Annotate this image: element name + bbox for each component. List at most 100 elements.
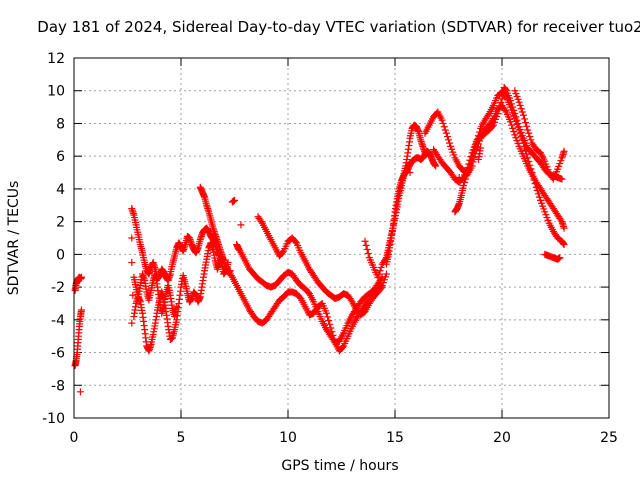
data-point — [558, 175, 566, 183]
data-point — [466, 160, 474, 168]
y-tick-label: -2 — [51, 280, 65, 296]
x-axis-label: GPS time / hours — [281, 458, 398, 474]
data-point — [363, 245, 371, 253]
data-point — [440, 123, 448, 131]
data-point — [470, 146, 478, 154]
grid-lines — [74, 58, 609, 418]
data-point — [326, 320, 334, 328]
data-point — [442, 129, 450, 137]
data-point — [406, 169, 414, 177]
data-point — [501, 92, 509, 100]
data-point — [128, 234, 136, 242]
y-tick-label: -10 — [42, 411, 65, 427]
data-point — [527, 136, 535, 144]
data-point — [473, 135, 481, 143]
data-point — [528, 169, 536, 177]
x-tick-label: 25 — [600, 430, 618, 446]
data-point — [438, 116, 446, 124]
data-point — [441, 126, 449, 134]
data-point — [520, 143, 528, 151]
data-point — [474, 132, 482, 140]
data-point — [523, 122, 531, 130]
data-point — [462, 175, 470, 183]
data-point — [362, 241, 370, 249]
data-point — [560, 147, 568, 155]
data-point — [556, 254, 564, 262]
data-point — [530, 176, 538, 184]
plot-frame — [73, 57, 610, 419]
data-point — [455, 173, 463, 181]
data-point — [557, 216, 565, 224]
data-point — [488, 116, 496, 124]
axis-ticks: -10 -8 -6 -4 -2 0 2 4 6 8 10 12 0 5 10 15 20 25 — [42, 51, 618, 446]
data-point — [227, 272, 235, 280]
data-point — [533, 187, 541, 195]
data-point — [508, 121, 516, 129]
data-point — [532, 183, 540, 191]
data-point — [519, 139, 527, 147]
data-point — [517, 105, 525, 113]
data-point — [467, 156, 475, 164]
data-point — [560, 241, 568, 249]
data-point — [501, 106, 509, 114]
data-point — [515, 126, 523, 134]
data-point — [476, 128, 484, 136]
y-tick-label: -4 — [51, 313, 65, 329]
data-point — [376, 267, 384, 275]
data-point — [432, 162, 440, 170]
data-point — [518, 136, 526, 144]
data-points — [71, 83, 568, 396]
y-tick-label: -6 — [51, 346, 65, 362]
data-point — [484, 111, 492, 119]
data-point — [129, 291, 137, 299]
data-point — [323, 309, 331, 317]
data-point — [347, 296, 355, 304]
data-point — [524, 126, 532, 134]
data-point — [279, 248, 287, 256]
data-point — [527, 165, 535, 173]
data-point — [339, 343, 347, 351]
data-point — [509, 124, 517, 132]
data-point — [237, 221, 245, 229]
data-point — [515, 98, 523, 106]
data-point — [535, 193, 543, 201]
data-point — [526, 161, 534, 169]
data-point — [461, 178, 469, 186]
data-point — [361, 237, 369, 245]
data-point — [77, 306, 85, 314]
data-point — [463, 172, 471, 180]
data-point — [522, 119, 530, 127]
data-point — [517, 133, 525, 141]
data-point — [439, 119, 447, 127]
y-tick-label: 10 — [47, 84, 65, 100]
data-point — [516, 101, 524, 109]
data-point — [518, 108, 526, 116]
data-point — [465, 164, 473, 172]
data-point — [443, 133, 451, 141]
data-point — [291, 238, 299, 246]
data-point — [76, 388, 84, 396]
y-axis-label: SDTVAR / TECUs — [6, 181, 22, 296]
data-point — [324, 313, 332, 321]
y-tick-label: 0 — [56, 247, 65, 263]
data-point — [520, 115, 528, 123]
data-point — [257, 218, 265, 226]
y-tick-label: -8 — [51, 378, 65, 394]
data-point — [531, 180, 539, 188]
data-point — [522, 146, 530, 154]
y-tick-label: 6 — [56, 149, 65, 165]
y-tick-label: 12 — [47, 51, 65, 67]
chart-title: Day 181 of 2024, Sidereal Day-to-day VTE… — [37, 18, 640, 36]
data-point — [77, 273, 85, 281]
x-tick-label: 15 — [386, 430, 404, 446]
data-point — [516, 129, 524, 137]
data-point — [325, 317, 333, 325]
data-point — [231, 196, 238, 204]
data-point — [375, 270, 383, 278]
data-point — [519, 111, 527, 119]
y-tick-label: 8 — [56, 116, 65, 132]
data-point — [510, 128, 518, 136]
data-point — [529, 172, 537, 180]
